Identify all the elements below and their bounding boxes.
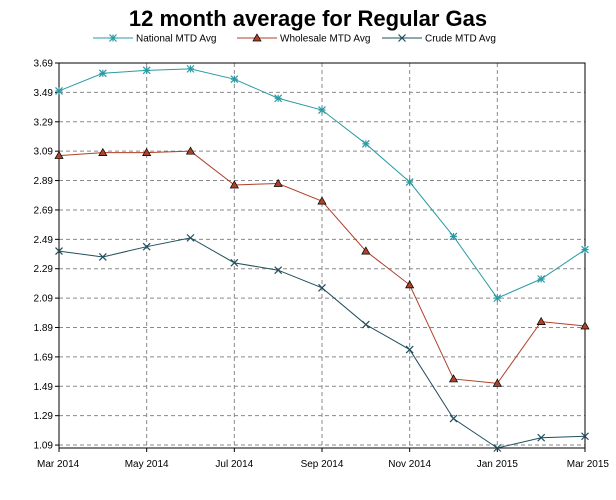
y-tick-label: 3.49 (34, 88, 54, 99)
x-axis: Mar 2014 May 2014 Jul 2014 Sep 2014 Nov 2014… (37, 448, 609, 470)
data-point (186, 233, 195, 242)
data-point (230, 258, 239, 267)
legend-item: National MTD Avg (93, 34, 216, 45)
data-point (405, 178, 414, 186)
y-tick-label: 2.29 (34, 264, 54, 275)
chart-title: 12 month average for Regular Gas (128, 6, 488, 31)
data-point (185, 146, 196, 155)
data-point (448, 374, 459, 383)
x-tick-label: Sep 2014 (301, 459, 344, 470)
series-layer (54, 64, 590, 452)
y-tick-label: 1.29 (34, 411, 54, 422)
data-point (273, 178, 283, 187)
gridlines (59, 63, 585, 448)
data-point (449, 414, 458, 423)
legend-label: Crude MTD Avg (425, 34, 496, 45)
data-point (361, 246, 371, 255)
series-crude-mtd-avg (55, 233, 589, 452)
legend: National MTD Avg Wholesale MTD Avg Crude M… (93, 33, 496, 45)
data-point (405, 280, 415, 289)
data-point (318, 106, 326, 114)
legend-item: Crude MTD Avg (382, 34, 496, 45)
y-tick-label: 2.69 (34, 205, 54, 216)
legend-item: Wholesale MTD Avg (237, 33, 370, 45)
data-point (274, 266, 283, 275)
data-point (229, 180, 239, 189)
x-tick-label: Nov 2014 (388, 459, 431, 470)
data-point (492, 378, 502, 387)
data-point (317, 196, 327, 205)
x-tick-label: May 2014 (125, 459, 169, 470)
legend-swatch-marker (252, 33, 262, 42)
data-point (361, 320, 370, 329)
data-point (142, 66, 151, 75)
data-point (581, 432, 589, 441)
legend-label: National MTD Avg (136, 34, 216, 45)
data-point (98, 147, 108, 156)
y-tick-label: 3.69 (34, 59, 54, 70)
data-point (361, 139, 370, 148)
y-tick-label: 1.89 (34, 323, 54, 334)
y-tick-label: 1.49 (34, 382, 54, 393)
y-tick-label: 1.69 (34, 352, 54, 363)
data-point (493, 294, 502, 303)
data-point (318, 283, 326, 292)
data-point (493, 444, 502, 452)
x-tick-label: Mar 2015 (567, 459, 610, 470)
y-tick-label: 2.09 (34, 294, 54, 305)
data-point (230, 75, 239, 84)
y-tick-label: 1.09 (34, 441, 54, 452)
data-point (54, 150, 64, 159)
y-tick-label: 2.89 (34, 176, 54, 187)
data-point (580, 321, 590, 330)
legend-swatch-marker (109, 34, 117, 42)
data-point (55, 247, 63, 256)
data-point (186, 64, 195, 73)
data-point (405, 345, 414, 354)
y-tick-label: 3.29 (34, 117, 54, 128)
data-point (274, 94, 283, 103)
data-point (142, 147, 152, 156)
data-point (98, 253, 107, 261)
data-point (449, 232, 458, 241)
y-tick-label: 2.49 (34, 235, 54, 246)
data-point (537, 433, 546, 442)
x-tick-label: Jan 2015 (477, 459, 519, 470)
data-point (536, 316, 546, 325)
data-point (55, 86, 63, 95)
legend-swatch-marker (398, 34, 406, 42)
data-point (537, 275, 546, 283)
x-tick-label: Jul 2014 (215, 459, 253, 470)
series-national-mtd-avg (55, 64, 589, 303)
series-wholesale-mtd-avg (54, 146, 590, 387)
data-point (98, 69, 107, 78)
legend-label: Wholesale MTD Avg (280, 34, 370, 45)
y-tick-label: 3.09 (34, 147, 54, 158)
y-axis: 3.69 3.49 3.29 3.09 2.89 2.69 2.49 2.29 2.09 1.89… (34, 59, 59, 452)
x-tick-label: Mar 2014 (37, 459, 80, 470)
data-point (581, 245, 589, 254)
data-point (142, 242, 151, 251)
